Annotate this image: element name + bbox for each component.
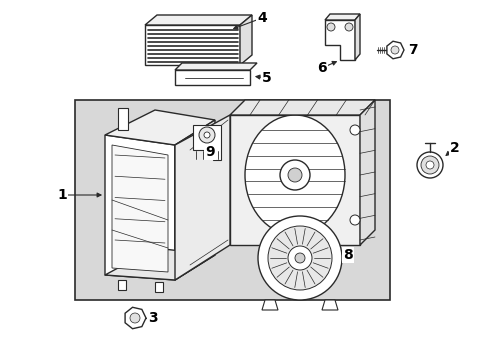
Polygon shape [229, 115, 359, 245]
Circle shape [349, 125, 359, 135]
Polygon shape [145, 15, 251, 25]
Circle shape [390, 46, 398, 54]
Polygon shape [105, 248, 215, 280]
Circle shape [416, 152, 442, 178]
Circle shape [287, 168, 302, 182]
Polygon shape [354, 14, 359, 60]
Polygon shape [125, 307, 146, 329]
Circle shape [258, 216, 341, 300]
Text: 9: 9 [205, 145, 214, 159]
Text: 7: 7 [407, 43, 417, 57]
Ellipse shape [244, 115, 345, 235]
Circle shape [280, 160, 309, 190]
Text: 4: 4 [257, 11, 266, 25]
Polygon shape [105, 110, 215, 145]
Polygon shape [175, 63, 257, 70]
Polygon shape [175, 115, 229, 280]
Polygon shape [240, 15, 251, 65]
Text: 2: 2 [449, 141, 459, 155]
Polygon shape [229, 100, 374, 115]
Circle shape [203, 132, 209, 138]
Polygon shape [325, 14, 359, 20]
Polygon shape [193, 125, 221, 160]
Polygon shape [155, 282, 163, 292]
Polygon shape [386, 41, 403, 59]
Bar [75, 100, 389, 300]
Circle shape [199, 127, 215, 143]
Circle shape [326, 23, 334, 31]
Polygon shape [175, 120, 215, 280]
Polygon shape [118, 108, 128, 130]
Text: 1: 1 [57, 188, 67, 202]
Polygon shape [112, 145, 168, 272]
Polygon shape [145, 25, 240, 65]
Polygon shape [325, 20, 354, 60]
Text: 3: 3 [148, 311, 158, 325]
Circle shape [345, 23, 352, 31]
Polygon shape [118, 280, 126, 290]
Circle shape [349, 215, 359, 225]
Text: 8: 8 [343, 248, 352, 262]
Polygon shape [321, 300, 337, 310]
Circle shape [294, 253, 305, 263]
Polygon shape [175, 70, 249, 85]
Circle shape [130, 313, 140, 323]
Circle shape [420, 156, 438, 174]
Polygon shape [262, 300, 278, 310]
Circle shape [267, 226, 331, 290]
Polygon shape [105, 135, 175, 280]
Circle shape [425, 161, 433, 169]
Polygon shape [359, 100, 374, 245]
Circle shape [287, 246, 311, 270]
Text: 6: 6 [317, 61, 326, 75]
Text: 5: 5 [262, 71, 271, 85]
